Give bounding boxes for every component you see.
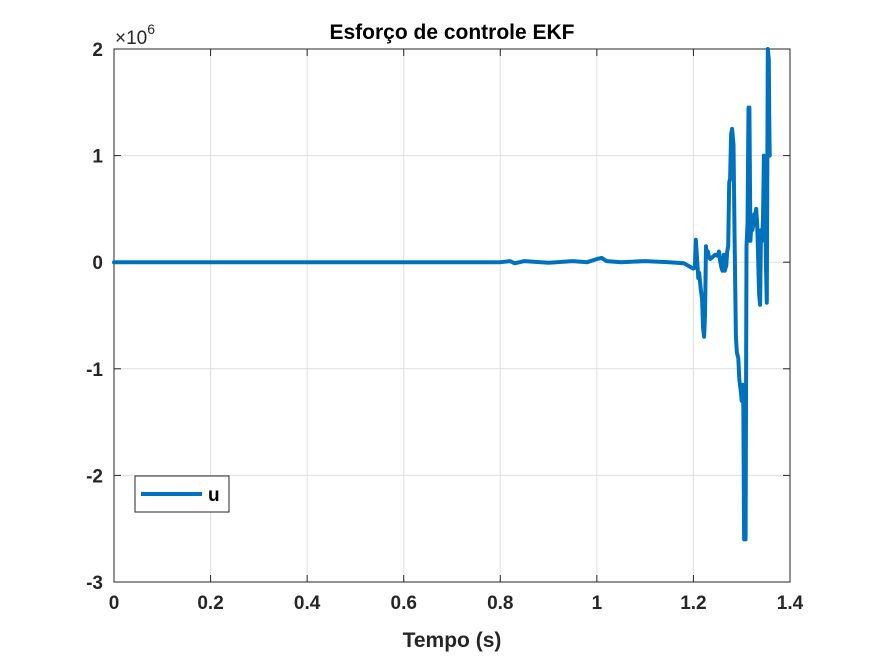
y-multiplier: ×106 bbox=[115, 21, 155, 49]
legend: u bbox=[134, 475, 230, 513]
x-tick-labels: 0 0.2 0.4 0.6 0.8 1 1.2 1.4 bbox=[109, 593, 804, 614]
x-tick-label: 0.4 bbox=[294, 593, 321, 614]
y-tick-label: -2 bbox=[86, 466, 103, 487]
x-tick-label: 0.2 bbox=[197, 593, 223, 614]
y-tick-labels: -3 -2 -1 0 1 2 bbox=[86, 40, 103, 594]
x-tick-label: 1.2 bbox=[680, 593, 706, 614]
x-tick-label: 1.4 bbox=[777, 593, 804, 614]
y-tick-label: -3 bbox=[86, 573, 103, 594]
y-tick-label: -1 bbox=[86, 360, 103, 381]
x-tick-label: 0.8 bbox=[487, 593, 513, 614]
legend-label-u: u bbox=[208, 485, 220, 506]
y-tick-label: 1 bbox=[92, 147, 103, 168]
series-group bbox=[112, 47, 772, 542]
x-tick-label: 1 bbox=[592, 593, 603, 614]
x-tick-label: 0.6 bbox=[391, 593, 417, 614]
y-multiplier-base: ×10 bbox=[115, 28, 147, 49]
axes-box bbox=[113, 48, 791, 583]
y-multiplier-exponent: 6 bbox=[147, 21, 155, 37]
svg-text:×106: ×106 bbox=[115, 21, 155, 49]
x-axis-label: Tempo (s) bbox=[403, 629, 502, 652]
chart-title: Esforço de controle EKF bbox=[329, 21, 574, 44]
x-tick-label: 0 bbox=[109, 593, 120, 614]
y-tick-label: 2 bbox=[92, 40, 103, 61]
y-tick-label: 0 bbox=[92, 253, 103, 274]
series-line-u bbox=[112, 47, 772, 542]
